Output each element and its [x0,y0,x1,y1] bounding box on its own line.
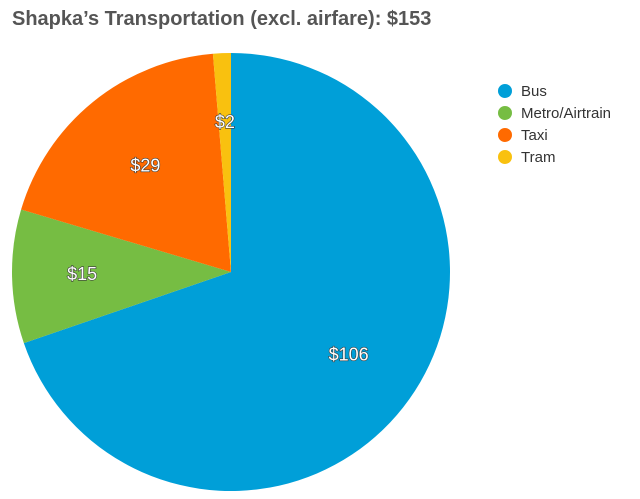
slice-label-taxi: $29 [130,155,160,175]
legend-item-taxi: Taxi [498,124,611,146]
slice-label-tram: $2 [215,112,235,132]
legend: Bus Metro/Airtrain Taxi Tram [498,80,611,168]
legend-item-tram: Tram [498,146,611,168]
chart-title: Shapka’s Transportation (excl. airfare):… [12,8,432,30]
slice-label-bus: $106 [329,345,369,365]
legend-item-metro-airtrain: Metro/Airtrain [498,102,611,124]
legend-swatch-metro-airtrain [498,106,512,120]
legend-swatch-tram [498,150,512,164]
legend-label-metro-airtrain: Metro/Airtrain [521,104,612,122]
pie-slice-tram [212,53,231,272]
pie-slice-bus [23,53,450,492]
legend-label-bus: Bus [521,82,547,100]
legend-label-taxi: Taxi [521,126,548,144]
pie-slice-taxi [21,53,231,272]
legend-swatch-taxi [498,128,512,142]
legend-item-bus: Bus [498,80,611,102]
slice-label-metro-airtrain: $15 [67,264,97,284]
legend-label-tram: Tram [521,148,556,166]
pie-slice-metro-airtrain [12,209,232,344]
legend-swatch-bus [498,84,512,98]
